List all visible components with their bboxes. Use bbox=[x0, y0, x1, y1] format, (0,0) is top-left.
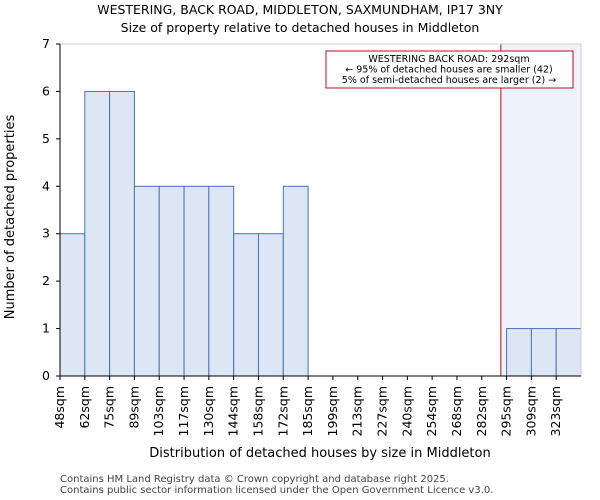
x-tick-label: 282sqm bbox=[474, 386, 489, 436]
y-tick-label: 6 bbox=[42, 83, 50, 98]
annotation-box bbox=[325, 50, 574, 89]
x-tick-label: 240sqm bbox=[399, 386, 414, 436]
footer-licence: Contains public sector information licen… bbox=[60, 485, 494, 496]
y-tick-label: 5 bbox=[42, 131, 50, 146]
x-tick-label: 295sqm bbox=[499, 386, 514, 436]
bar-48sqm bbox=[59, 233, 86, 377]
y-tick-label: 3 bbox=[42, 226, 50, 241]
x-tick-label: 130sqm bbox=[201, 386, 216, 436]
bar-75sqm bbox=[109, 90, 135, 377]
y-tick-label: 7 bbox=[42, 36, 50, 51]
x-tick-label: 144sqm bbox=[226, 386, 241, 436]
bar-144sqm bbox=[233, 233, 259, 377]
bar-323sqm bbox=[555, 328, 582, 377]
bar-172sqm bbox=[282, 185, 309, 377]
x-tick-label: 199sqm bbox=[325, 386, 340, 436]
y-tick-label: 1 bbox=[42, 321, 50, 336]
bar-62sqm bbox=[84, 90, 111, 377]
y-tick-label: 4 bbox=[42, 178, 50, 193]
x-tick-label: 48sqm bbox=[52, 386, 67, 429]
footer-copyright: Contains HM Land Registry data © Crown c… bbox=[60, 474, 449, 485]
x-tick-label: 185sqm bbox=[300, 386, 315, 436]
chart-title: WESTERING, BACK ROAD, MIDDLETON, SAXMUND… bbox=[97, 2, 503, 17]
x-tick-label: 75sqm bbox=[102, 386, 117, 429]
bar-117sqm bbox=[183, 185, 210, 377]
bar-130sqm bbox=[208, 185, 235, 377]
y-tick-label: 2 bbox=[42, 273, 50, 288]
bar-103sqm bbox=[158, 185, 185, 377]
bar-158sqm bbox=[257, 233, 284, 377]
x-tick-label: 103sqm bbox=[151, 386, 166, 436]
y-axis-label: Number of detached properties bbox=[3, 115, 18, 320]
x-tick-label: 309sqm bbox=[523, 386, 538, 436]
annotation-line-1: WESTERING BACK ROAD: 292sqm bbox=[368, 54, 529, 65]
x-tick-label: 323sqm bbox=[548, 386, 563, 436]
highlight-region bbox=[500, 44, 581, 376]
x-axis-label: Distribution of detached houses by size … bbox=[149, 446, 490, 461]
x-tick-label: 89sqm bbox=[126, 386, 141, 429]
x-tick-label: 158sqm bbox=[250, 386, 265, 436]
x-tick-label: 62sqm bbox=[77, 386, 92, 429]
x-tick-label: 213sqm bbox=[350, 386, 365, 436]
x-tick-label: 268sqm bbox=[449, 386, 464, 436]
annotation-line-2: ← 95% of detached houses are smaller (42… bbox=[345, 65, 552, 76]
x-tick-label: 172sqm bbox=[275, 386, 290, 436]
bar-295sqm bbox=[506, 328, 532, 377]
y-tick-label: 0 bbox=[42, 368, 50, 383]
bar-89sqm bbox=[133, 185, 160, 377]
x-tick-label: 254sqm bbox=[424, 386, 439, 436]
chart-subtitle: Size of property relative to detached ho… bbox=[120, 20, 480, 35]
x-tick-label: 117sqm bbox=[176, 386, 191, 436]
annotation-line-3: 5% of semi-detached houses are larger (2… bbox=[342, 75, 556, 86]
bar-309sqm bbox=[530, 328, 557, 377]
x-tick-label: 227sqm bbox=[375, 386, 390, 436]
